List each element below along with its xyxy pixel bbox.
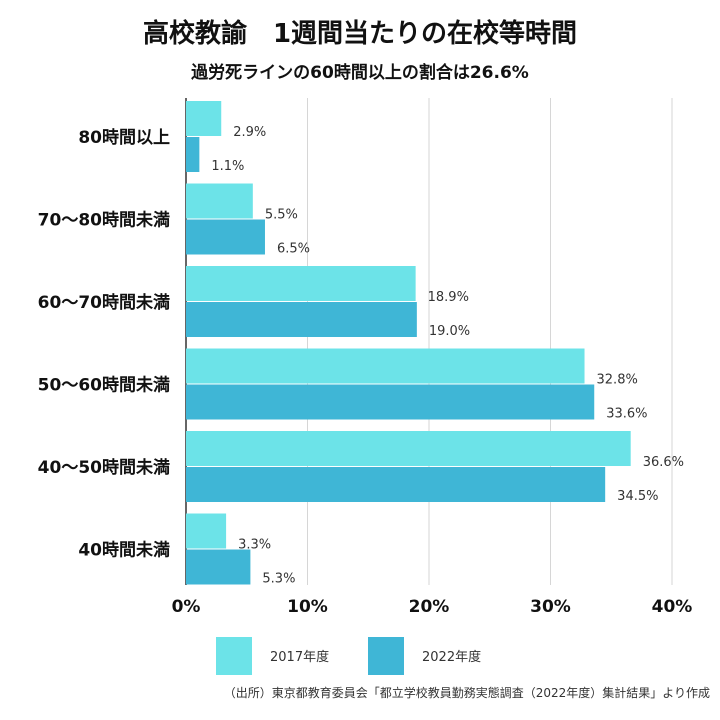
data-label: 5.3%	[262, 572, 295, 587]
category-labels: 80時間以上 70〜80時間未満 60〜70時間未満 50〜60時間未満 40〜50時間…	[38, 127, 170, 561]
bar-2022	[186, 549, 251, 585]
data-label: 34.5%	[617, 489, 658, 504]
grid-lines	[185, 98, 673, 585]
bar-2017	[186, 513, 227, 549]
data-label: 18.9%	[428, 290, 469, 305]
legend-label-2017: 2017年度	[270, 649, 329, 665]
category-label: 50〜60時間未満	[38, 375, 170, 396]
source-note: （出所）東京都教育委員会「都立学校教員勤務実態調査（2022年度）集計結果」より…	[224, 685, 710, 700]
data-label: 19.0%	[429, 324, 470, 339]
data-label: 5.5%	[265, 208, 298, 223]
data-label: 33.6%	[606, 407, 647, 422]
data-label: 1.1%	[211, 159, 244, 174]
x-tick-labels: 0% 10% 20% 30% 40%	[172, 597, 693, 617]
bar-2017	[186, 348, 585, 384]
legend-swatch-2022	[368, 637, 404, 675]
bar-2017	[186, 183, 253, 219]
data-label: 32.8%	[597, 373, 638, 388]
bar-2022	[186, 302, 417, 337]
category-label: 70〜80時間未満	[38, 210, 170, 231]
legend-swatch-2017	[216, 637, 252, 675]
data-label: 36.6%	[643, 455, 684, 470]
bars	[186, 101, 631, 585]
x-tick-label: 40%	[652, 597, 693, 617]
chart-subtitle: 過労死ラインの60時間以上の割合は26.6%	[191, 62, 529, 83]
bar-2022	[186, 467, 606, 502]
bar-2022	[186, 137, 200, 172]
data-labels: 2.9% 1.1% 5.5% 6.5% 18.9% 19.0% 32.8% 33.6% 36.6…	[211, 125, 684, 587]
bar-2022	[186, 219, 265, 255]
legend-label-2022: 2022年度	[422, 649, 481, 665]
data-label: 2.9%	[233, 125, 266, 140]
category-label: 40時間未満	[78, 540, 170, 561]
category-label: 40〜50時間未満	[38, 457, 170, 478]
legend: 2017年度 2022年度	[216, 637, 481, 675]
x-tick-label: 30%	[530, 597, 571, 617]
bar-2017	[186, 101, 222, 136]
data-label: 3.3%	[238, 538, 271, 553]
category-label: 60〜70時間未満	[38, 292, 170, 313]
bar-2017	[186, 266, 416, 301]
data-label: 6.5%	[277, 242, 310, 257]
category-label: 80時間以上	[78, 127, 170, 148]
x-tick-label: 10%	[287, 597, 328, 617]
x-tick-label: 0%	[172, 597, 201, 617]
bar-2022	[186, 384, 595, 420]
bar-2017	[186, 431, 631, 466]
x-tick-label: 20%	[409, 597, 450, 617]
chart-title: 高校教諭 1週間当たりの在校等時間	[143, 18, 577, 49]
